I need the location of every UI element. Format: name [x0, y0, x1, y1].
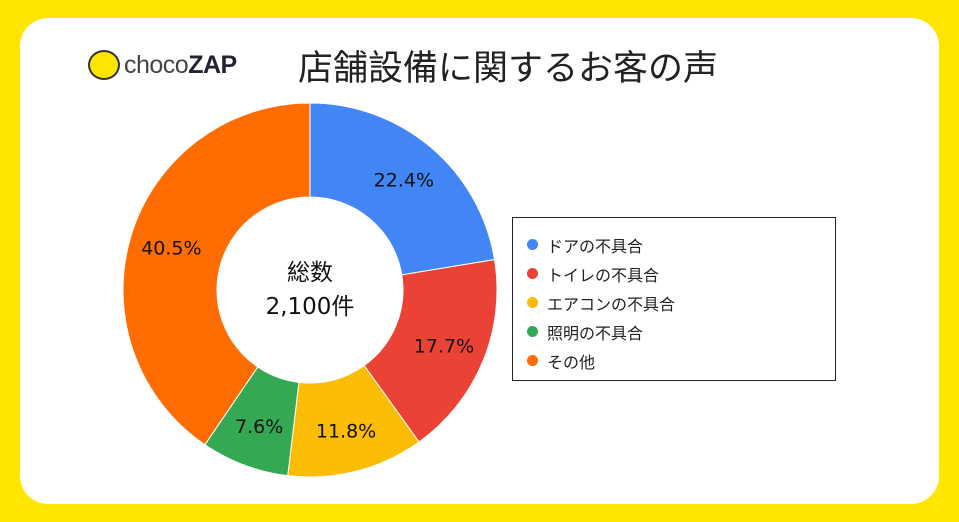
logo-text: chocoZAP: [124, 50, 237, 79]
legend-item: トイレの不具合: [527, 259, 835, 288]
slice-label-2: 11.8%: [316, 420, 376, 442]
legend-item: 照明の不具合: [527, 317, 835, 346]
pie-slice-4: [122, 102, 311, 446]
legend-dot-icon: [527, 326, 538, 337]
center-label-title: 総数: [287, 260, 333, 286]
legend-item: エアコンの不具合: [527, 288, 835, 317]
legend-label: その他: [547, 352, 596, 372]
slice-label-4: 40.5%: [141, 237, 201, 259]
legend-label: ドアの不具合: [547, 236, 644, 256]
chart-legend: ドアの不具合 トイレの不具合 エアコンの不具合 照明の不具合 その他: [512, 217, 836, 381]
chocozap-logo: chocoZAP: [88, 50, 237, 80]
legend-label: エアコンの不具合: [547, 294, 676, 314]
center-label-total: 2,100件: [266, 294, 355, 320]
legend-item: その他: [527, 346, 835, 375]
legend-dot-icon: [527, 297, 538, 308]
slice-label-3: 7.6%: [235, 416, 283, 438]
slice-label-1: 17.7%: [414, 335, 474, 357]
legend-item: ドアの不具合: [527, 230, 835, 259]
legend-label: トイレの不具合: [547, 265, 660, 285]
legend-dot-icon: [527, 355, 538, 366]
pie-slice-1: [363, 259, 498, 443]
logo-mascot-icon: [88, 50, 120, 80]
legend-dot-icon: [527, 268, 538, 279]
legend-label: 照明の不具合: [547, 323, 644, 343]
pie-slice-0: [309, 102, 496, 276]
legend-dot-icon: [527, 239, 538, 250]
slice-label-0: 22.4%: [374, 169, 434, 191]
page-title: 店舗設備に関するお客の声: [298, 49, 719, 89]
